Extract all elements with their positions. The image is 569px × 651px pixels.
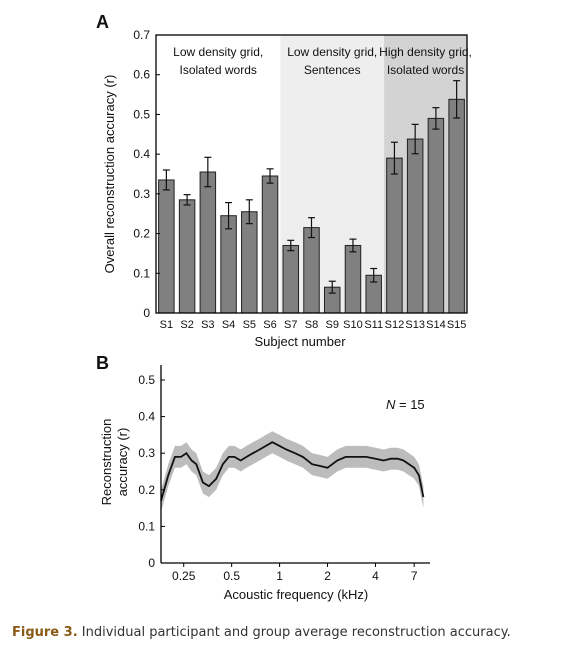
y-axis-label-b-line2: accuracy (r) (115, 428, 130, 497)
x-tick-label: 7 (411, 569, 418, 583)
y-tick-label: 0.4 (138, 410, 155, 424)
bar (241, 211, 258, 314)
y-axis-ticks-a: 0 0.1 0.2 0.3 0.4 0.5 0.6 0.7 (133, 28, 160, 320)
x-tick-label: S12 (385, 319, 405, 331)
x-axis-ticks-a: S1 S2 S3 S4 S5 S6 S7 S8 S9 S10 S11 S12 S13 S14 S15 (160, 319, 467, 331)
mean-line (160, 441, 425, 502)
x-tick-label: 2 (324, 569, 331, 583)
annotation-n-symbol: N (386, 397, 396, 412)
y-axis-label-b-line1: Reconstruction (99, 419, 114, 506)
region-label-line2: Isolated words (387, 63, 464, 77)
figure: A Low density grid, Isolated words Low den… (96, 12, 472, 602)
x-tick-label: S8 (305, 319, 318, 331)
region-background (156, 35, 281, 313)
y-tick-label: 0.3 (133, 187, 150, 201)
bar (406, 138, 424, 314)
bar (344, 244, 362, 314)
annotation-value: = 15 (395, 397, 424, 412)
y-tick-label: 0.6 (133, 68, 150, 82)
x-tick-label: 0.5 (223, 569, 240, 583)
x-tick-label: S10 (343, 319, 363, 331)
region-label-line1: Low density grid, (287, 45, 377, 59)
y-tick-label: 0.2 (138, 483, 155, 497)
n-annotation: N = 15 (386, 397, 425, 412)
x-tick-label: S13 (405, 319, 425, 331)
x-tick-label: S11 (364, 319, 383, 331)
x-tick-label: S6 (263, 319, 276, 331)
y-tick-label: 0.5 (133, 107, 150, 121)
bar (261, 175, 279, 314)
region-label-line1: Low density grid, (173, 45, 263, 59)
region-label-line2: Sentences (304, 63, 361, 77)
y-axis-ticks-b: 0 0.1 0.2 0.3 0.4 0.5 (138, 373, 165, 570)
bar-series (158, 98, 465, 314)
caption-label: Figure 3. (12, 625, 78, 640)
accuracy-line (160, 441, 425, 502)
panel-b-label: B (96, 353, 109, 373)
y-tick-label: 0.5 (138, 373, 155, 387)
x-tick-label: S2 (180, 319, 193, 331)
plot-frame-a (155, 34, 468, 314)
bar (158, 179, 175, 314)
region-label-line1: High density grid, (379, 45, 472, 59)
y-tick-label: 0.1 (133, 266, 150, 280)
y-axis-label-a: Overall reconstruction accuracy (r) (102, 75, 117, 274)
bar (386, 157, 403, 314)
y-tick-label: 0.2 (133, 227, 150, 241)
y-tick-label: 0.1 (138, 519, 155, 533)
x-tick-label: S7 (284, 319, 297, 331)
y-tick-label: 0.4 (133, 147, 150, 161)
x-tick-label: 4 (372, 569, 379, 583)
y-tick-label: 0.3 (138, 446, 155, 460)
x-tick-label: S1 (160, 319, 173, 331)
y-tick-label: 0 (148, 556, 155, 570)
confidence-band (161, 431, 424, 512)
y-tick-label: 0 (143, 306, 150, 320)
y-axis-label-b: Reconstruction accuracy (r) (99, 419, 130, 506)
bar (427, 117, 445, 314)
x-tick-label: S15 (447, 319, 467, 331)
x-tick-label: S3 (201, 319, 214, 331)
x-tick-label: 0.25 (172, 569, 196, 583)
x-axis-label-a: Subject number (254, 334, 346, 349)
x-tick-label: S14 (426, 319, 446, 331)
error-bars (162, 80, 461, 294)
bar (178, 199, 196, 314)
x-tick-label: S4 (222, 319, 235, 331)
bar (199, 171, 217, 314)
region-label-line2: Isolated words (180, 63, 257, 77)
x-tick-label: S5 (243, 319, 256, 331)
caption-text: Individual participant and group average… (77, 625, 511, 640)
bar (448, 98, 465, 314)
bar (303, 227, 320, 314)
error-band (161, 431, 424, 512)
panel-b: B 0 0.1 0.2 0.3 0.4 0.5 0.25 0.5 1 2 4 7 N = 15 Ac… (96, 353, 430, 602)
x-axis-ticks-b: 0.25 0.5 1 2 4 7 (172, 563, 418, 583)
x-tick-label: S9 (325, 319, 338, 331)
x-tick-label: 1 (276, 569, 283, 583)
panel-a-label: A (96, 12, 109, 32)
panel-a: A Low density grid, Isolated words Low den… (96, 12, 472, 349)
x-axis-label-b: Acoustic frequency (kHz) (224, 587, 369, 602)
bar (220, 215, 237, 314)
figure-caption: Figure 3. Individual participant and gro… (12, 625, 511, 640)
bar (282, 244, 300, 314)
y-tick-label: 0.7 (133, 28, 150, 42)
